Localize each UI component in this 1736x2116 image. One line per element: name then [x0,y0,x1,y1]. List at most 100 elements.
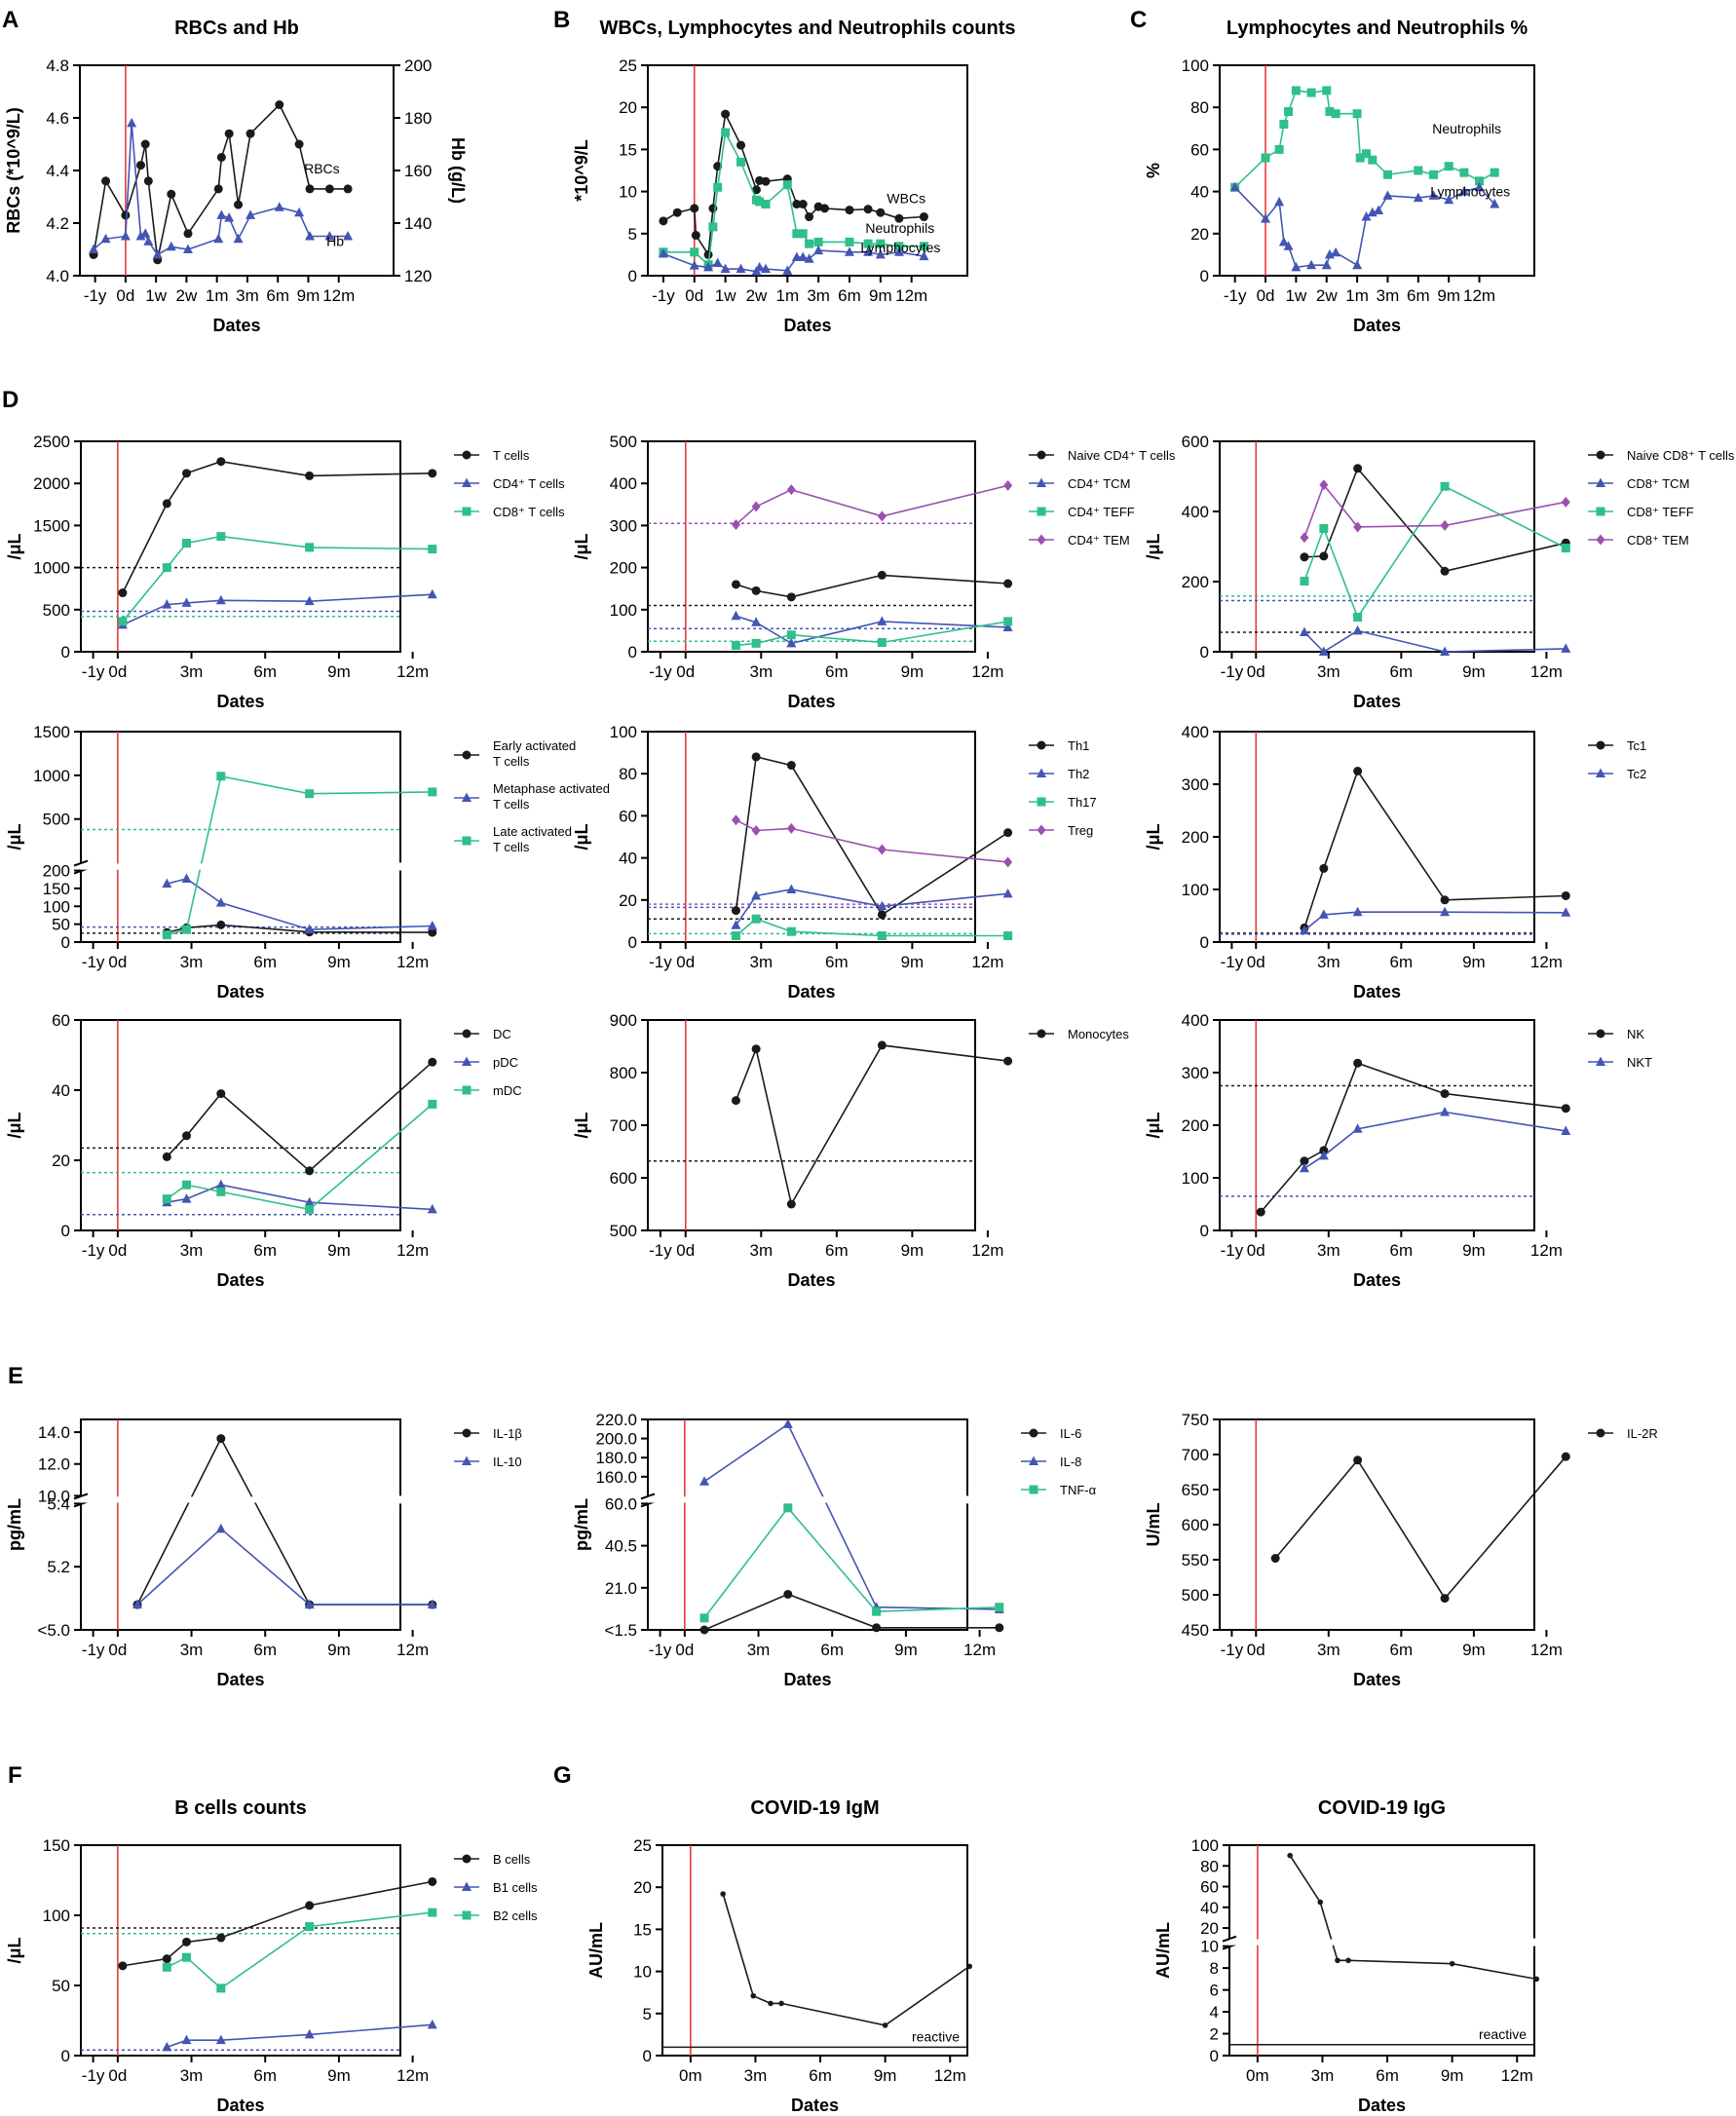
data-point [224,212,235,222]
y-axis-title: /μL [572,533,591,559]
legend-marker [462,750,472,760]
data-point [140,228,151,238]
data-point [1352,109,1362,119]
data-point [877,1040,887,1050]
data-point [1319,551,1329,561]
y-tick-label: 4.8 [46,57,69,75]
axis-break-mark [640,1493,656,1500]
x-tick-label: 2w [746,286,768,305]
data-point [820,204,830,213]
legend-label: CD4⁺ T cells [493,476,565,491]
x-tick-label: 3m [180,1241,204,1260]
y-tick-label: 10 [1200,1938,1219,1956]
data-point [754,261,765,272]
data-point [1561,496,1570,508]
legend-label: Th1 [1068,738,1089,753]
data-point [659,216,668,226]
legend-label: NK [1627,1027,1644,1041]
y-tick-label: 25 [633,1836,652,1855]
y-axis-title: /μL [1144,823,1163,850]
data-point [1490,168,1499,177]
y-axis-title: pg/mL [572,1498,591,1551]
data-point [428,927,437,937]
y2-tick-label: 200 [404,57,432,75]
x-tick-label: 0d [675,1641,694,1659]
data-point [731,1096,740,1106]
data-point [162,1152,171,1161]
legend-marker [1037,768,1046,777]
legend-marker [1596,1428,1605,1438]
plot-frame [647,64,968,277]
panel-label-d: D [2,387,19,413]
y-tick-label: 0 [628,933,637,952]
y2-tick-label: 160 [404,162,432,180]
data-point [736,140,746,150]
data-point [751,185,761,195]
y-tick-label: 2500 [33,433,70,451]
legend-marker [462,1854,472,1864]
data-point [428,1876,437,1886]
x-tick-label: 6m [1390,662,1414,681]
y-tick-label: 500 [610,433,637,451]
legend-label: CD8⁺ T cells [493,505,565,519]
x-tick-label: 9m [1462,953,1486,971]
y-tick-label: 60 [619,807,637,825]
series-line-b1-cells [167,2023,433,2049]
y-tick-label: 12.0 [38,1455,70,1474]
x-tick-label: -1y [1221,1241,1244,1260]
y-tick-label: 0 [61,1222,70,1240]
x-tick-label: 9m [1441,2066,1464,2085]
data-point [1533,1976,1540,1983]
data-point [1318,909,1329,919]
data-point [845,237,854,246]
plot-frame [661,1844,968,2057]
y-axis-title: /μL [5,1937,24,1963]
legend-marker [1037,824,1046,836]
data-point [1440,1089,1450,1099]
x-tick-label: 3m [180,1641,204,1659]
data-point [1490,199,1500,208]
panel-label-b: B [553,7,570,33]
chart-d2: 0 100 200 300 400 500 -1y 0d 3m 6m 9m 12m Dates/μL Na… [572,433,1176,711]
x-tick-label: 9m [327,1641,351,1659]
data-point [1428,190,1439,200]
data-point [813,237,823,246]
x-tick-label: 6m [1390,1641,1414,1659]
data-point [1352,1123,1363,1133]
data-point [863,205,873,214]
legend-label: Metaphase activated [493,781,610,796]
x-tick-label: 6m [1390,1241,1414,1260]
data-point [691,231,700,241]
plot-frame-upper [647,1418,968,1496]
legend-marker [1037,740,1046,750]
series-line-cd4-tem [735,484,1008,526]
x-tick-label: 6m [253,1241,277,1260]
legend-marker [1029,1428,1038,1438]
chart-e1: <5.0 5.2 5.410.0 12.0 14.0 -1y 0d 3m 6m 9m 12m Date… [5,1418,522,1689]
data-point [304,1196,315,1207]
x-axis-title: Dates [1353,316,1401,335]
data-point [699,1476,710,1486]
x-axis-title: Dates [783,1670,831,1689]
data-point [1335,1957,1340,1964]
data-point [216,1434,226,1444]
series-line-naive-cd8-t-cells [1303,467,1566,573]
y-tick-label: 400 [610,474,637,493]
plot-frame [1219,64,1535,277]
data-point [761,176,771,186]
data-point [1561,1104,1570,1114]
y-tick-label: 40 [1200,1899,1219,1917]
x-axis-title: Dates [212,316,260,335]
data-point [751,752,761,762]
x-tick-label: 12m [895,286,927,305]
y-tick-label: 600 [1182,433,1209,451]
data-point [751,586,761,595]
data-point [181,1937,191,1946]
x-tick-label: -1y [82,2066,105,2085]
y-tick-label: 100 [1182,57,1209,75]
x-tick-label: 3m [749,953,773,971]
plot-frame-lower [647,1503,968,1631]
data-point [1317,1899,1324,1906]
data-point [181,873,192,884]
data-point [761,263,772,274]
